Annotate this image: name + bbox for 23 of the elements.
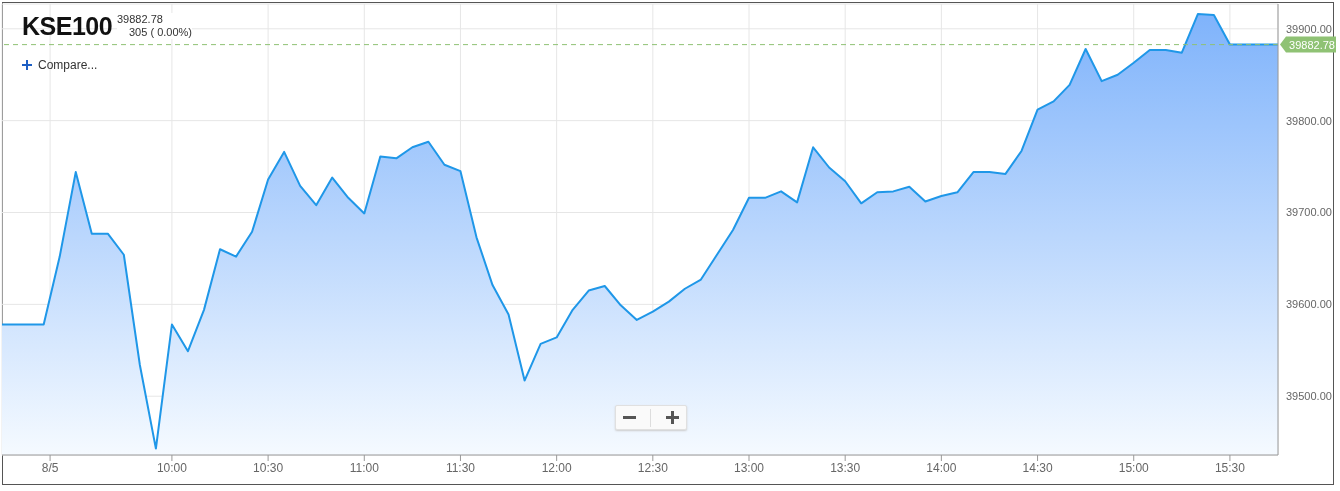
x-tick-label: 12:00	[541, 460, 572, 475]
x-tick-label: 10:00	[156, 460, 188, 475]
y-tick-label: 39800.00	[1286, 114, 1332, 127]
chart-title: KSE100	[22, 12, 113, 41]
y-tick-label: 39500.00	[1286, 390, 1332, 403]
x-tick-label: 15:00	[1118, 460, 1150, 475]
y-tick-label: 39700.00	[1286, 206, 1332, 219]
annotation: Compare...	[38, 58, 98, 72]
text: 39882.78	[117, 13, 164, 26]
annotation: 305 ( 0.00%)	[128, 26, 192, 39]
x-tick-label: 13:30	[830, 460, 861, 475]
x-tick-label: 13:00	[733, 460, 765, 475]
y-tick-label: 39900.00	[1286, 22, 1332, 35]
y-tick-label: 39600.00	[1286, 298, 1332, 311]
x-tick-label: 14:00	[926, 460, 957, 475]
x-tick-label: 12:30	[637, 460, 669, 475]
x-tick-label: 15:30	[1214, 460, 1246, 475]
x-tick-label: 10:30	[253, 460, 284, 475]
x-tick-label: 11:30	[445, 460, 476, 475]
x-tick-label: 14:30	[1022, 460, 1053, 475]
x-tick-label: 8/5	[41, 460, 59, 475]
ref-line-label: 39882.78	[1289, 38, 1335, 51]
x-tick-label: 11:00	[349, 460, 380, 475]
